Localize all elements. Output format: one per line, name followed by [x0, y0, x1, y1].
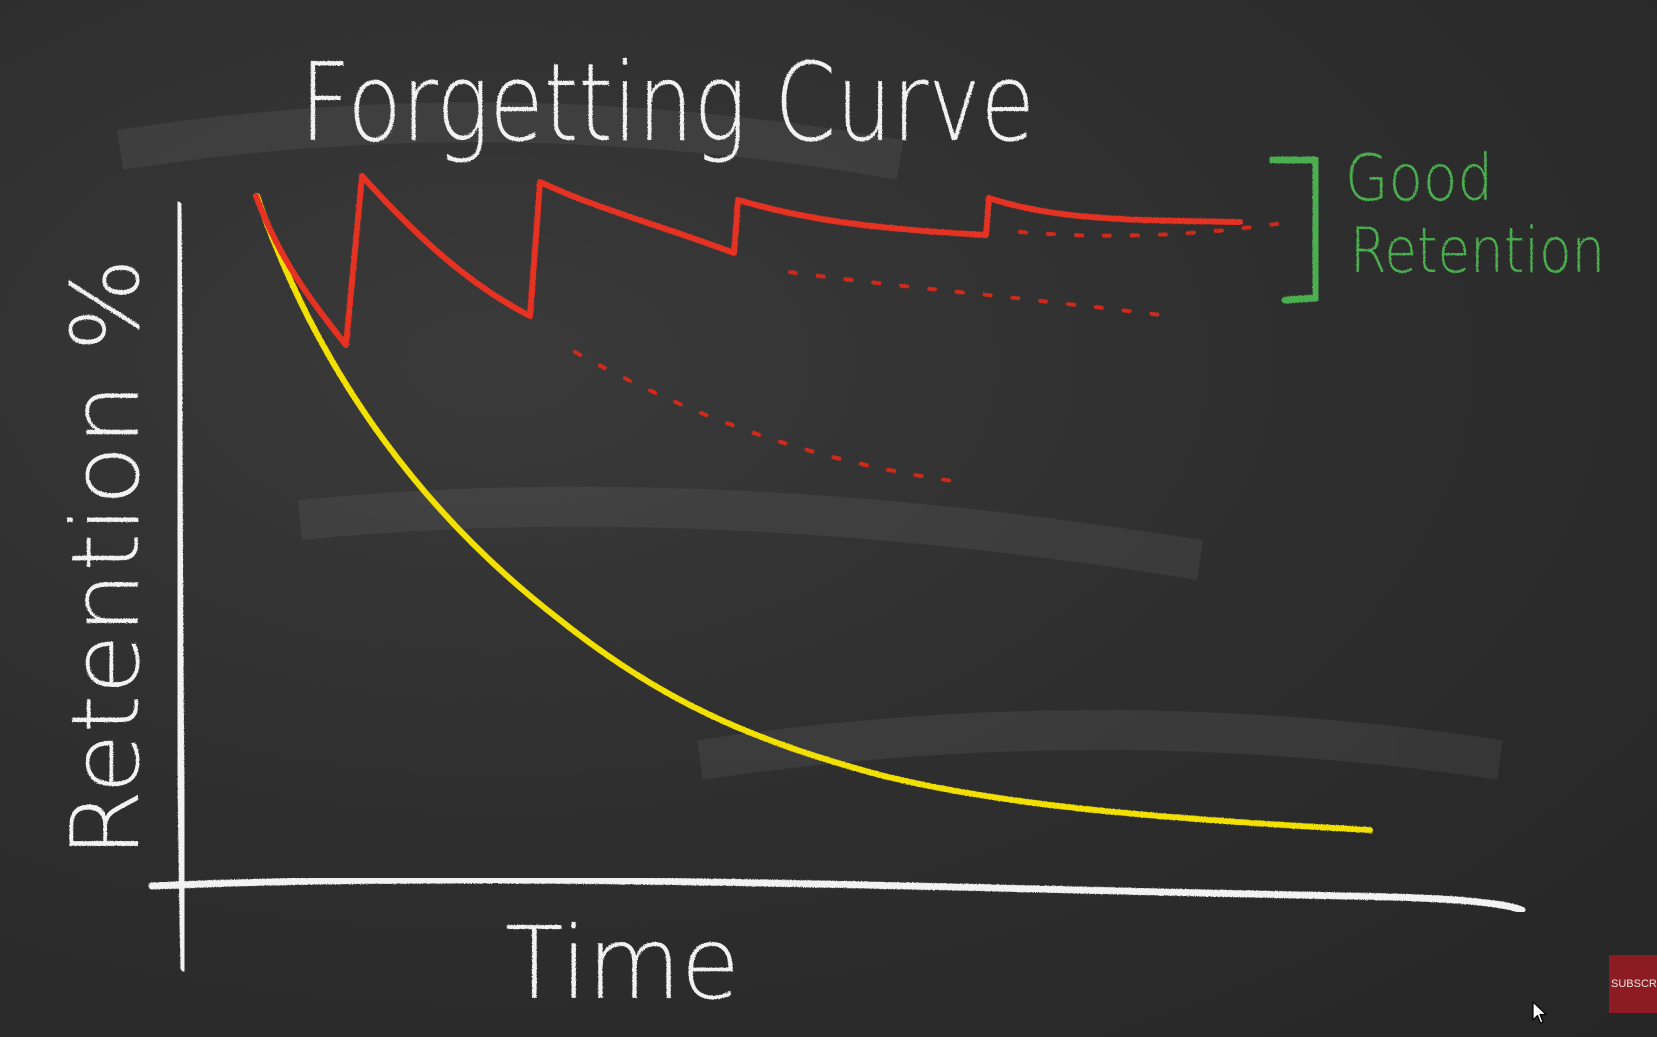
y-axis: [174, 201, 188, 972]
good-retention-bracket: [1268, 156, 1320, 304]
diagram-title: Forgetting Curve: [300, 41, 1035, 166]
review-curve: [253, 173, 1243, 348]
annotation-line-1: Good: [1345, 142, 1493, 216]
forgetting-curve: [254, 193, 1373, 833]
annotation-line-2: Retention: [1350, 214, 1605, 287]
mouse-pointer-icon: [1532, 1001, 1547, 1024]
x-axis: [148, 876, 1526, 914]
subscribe-button[interactable]: SUBSCRIBE: [1609, 955, 1657, 1013]
projected-decay-lines: [573, 220, 1292, 484]
y-axis-label: Retention %: [52, 258, 161, 858]
x-axis-label: Time: [505, 905, 740, 1022]
chalk-smudges: [116, 102, 1503, 780]
